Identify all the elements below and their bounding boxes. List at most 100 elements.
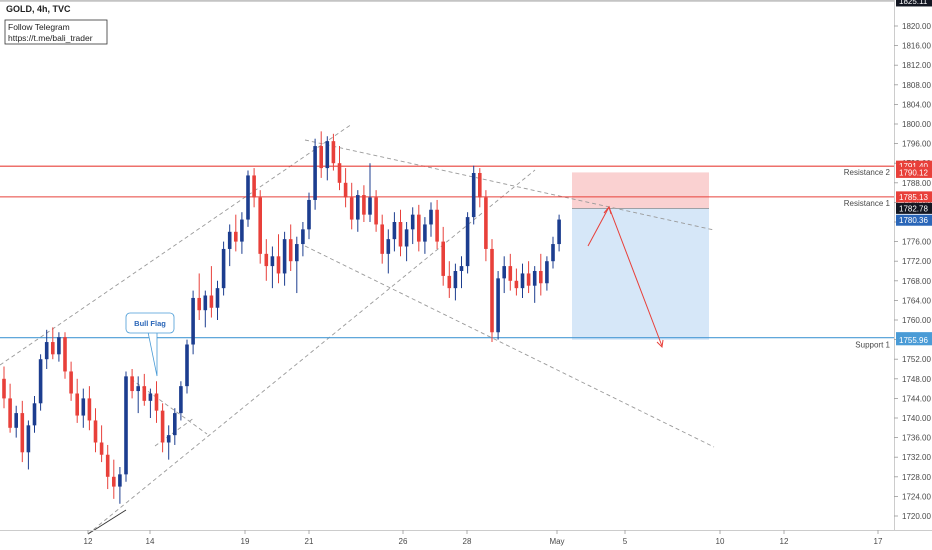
price-label-box bbox=[896, 166, 932, 178]
candle-body bbox=[38, 359, 43, 404]
x-tick-label: 12 bbox=[84, 537, 93, 546]
candle-body bbox=[484, 197, 488, 249]
price-label: 1785.13 bbox=[899, 193, 928, 202]
stop-loss-zone bbox=[572, 172, 709, 209]
candle-body bbox=[295, 244, 299, 262]
candles bbox=[2, 131, 561, 504]
x-tick-label: 17 bbox=[874, 537, 883, 546]
y-tick-label: 1748.00 bbox=[902, 375, 931, 384]
candle-body bbox=[118, 474, 122, 487]
candle-body bbox=[362, 195, 366, 215]
price-axis[interactable]: 1720.00 1724.00 1728.00 1732.00 1736.00 1740.… bbox=[894, 22, 931, 521]
candle-body bbox=[520, 273, 525, 289]
trend-line bbox=[304, 245, 715, 448]
candle-body bbox=[435, 209, 439, 242]
candle-body bbox=[319, 146, 323, 169]
candle-body bbox=[69, 371, 73, 394]
candle-body bbox=[532, 271, 537, 286]
candle-body bbox=[93, 420, 98, 443]
candle-body bbox=[417, 214, 421, 242]
candle-body bbox=[410, 214, 415, 230]
y-tick-label: 1776.00 bbox=[902, 238, 931, 247]
y-tick-label: 1760.00 bbox=[902, 316, 931, 325]
y-tick-label: 1724.00 bbox=[902, 492, 931, 501]
candle-body bbox=[234, 231, 238, 242]
candle-body bbox=[282, 239, 287, 274]
candle-body bbox=[87, 398, 92, 421]
price-label-box bbox=[896, 0, 932, 7]
price-label: 1755.96 bbox=[899, 336, 928, 345]
y-tick-label: 1804.00 bbox=[902, 100, 931, 109]
candle-body bbox=[130, 376, 134, 392]
candle-body bbox=[8, 398, 12, 428]
price-label: 1825.11 bbox=[899, 0, 928, 6]
x-tick-label: 14 bbox=[146, 537, 155, 546]
candle-body bbox=[508, 266, 513, 281]
candle-body bbox=[26, 425, 31, 453]
candle-body bbox=[545, 261, 549, 284]
candle-body bbox=[325, 141, 330, 169]
x-tick-label: May bbox=[549, 537, 564, 546]
x-tick-label: 19 bbox=[241, 537, 250, 546]
price-label: 1790.12 bbox=[899, 168, 928, 177]
y-tick-label: 1816.00 bbox=[902, 42, 931, 51]
trade-zones bbox=[572, 172, 709, 340]
candle-body bbox=[270, 256, 275, 267]
candle-body bbox=[557, 219, 561, 245]
candle-body bbox=[185, 344, 189, 387]
candle-body bbox=[453, 271, 458, 289]
y-tick-label: 1800.00 bbox=[902, 120, 931, 129]
candle-body bbox=[380, 224, 384, 254]
level-name: Support 1 bbox=[855, 341, 890, 350]
price-label: 1791.40 bbox=[899, 162, 928, 171]
x-tick-label: 21 bbox=[305, 537, 314, 546]
candle-body bbox=[124, 376, 128, 475]
y-tick-label: 1796.00 bbox=[902, 140, 931, 149]
candle-body bbox=[258, 197, 262, 254]
candle-body bbox=[215, 288, 220, 308]
candle-body bbox=[14, 413, 18, 428]
candle-body bbox=[264, 253, 269, 267]
candle-body bbox=[337, 163, 342, 183]
y-tick-label: 1768.00 bbox=[902, 277, 931, 286]
candle-body bbox=[374, 197, 378, 225]
x-tick-label: 12 bbox=[780, 537, 789, 546]
level-name: Resistance 2 bbox=[844, 168, 891, 177]
y-tick-label: 1772.00 bbox=[902, 257, 931, 266]
candle-body bbox=[227, 231, 232, 249]
y-tick-label: 1764.00 bbox=[902, 296, 931, 305]
candle-body bbox=[490, 248, 494, 333]
time-axis[interactable]: 12 14 19 21 26 28 May 5 10 12 17 bbox=[84, 530, 883, 546]
candle-body bbox=[356, 195, 360, 220]
candle-body bbox=[63, 337, 67, 372]
candle-body bbox=[496, 278, 500, 333]
y-tick-label: 1820.00 bbox=[902, 22, 931, 31]
candle-body bbox=[209, 295, 214, 308]
price-label-box bbox=[896, 191, 932, 203]
y-tick-label: 1808.00 bbox=[902, 81, 931, 90]
price-label: 1782.78 bbox=[899, 204, 928, 213]
y-tick-label: 1788.00 bbox=[902, 179, 931, 188]
candle-body bbox=[398, 222, 403, 247]
y-tick-label: 1728.00 bbox=[902, 473, 931, 482]
info-box-line2: https://t.me/bali_trader bbox=[8, 33, 93, 43]
candle-body bbox=[2, 378, 6, 399]
candle-body bbox=[240, 219, 244, 242]
x-tick-label: 10 bbox=[716, 537, 725, 546]
candle-body bbox=[386, 239, 391, 254]
price-label-box bbox=[896, 160, 932, 172]
candle-body bbox=[276, 256, 281, 274]
x-tick-label: 5 bbox=[623, 537, 628, 546]
candle-body bbox=[105, 454, 110, 477]
candle-body bbox=[148, 393, 153, 401]
candle-body bbox=[154, 393, 159, 411]
candle-body bbox=[539, 271, 543, 284]
bull-flag-callout bbox=[125, 312, 175, 334]
candle-body bbox=[81, 398, 86, 416]
candle-body bbox=[392, 222, 397, 240]
candle-body bbox=[221, 248, 226, 289]
candle-body bbox=[551, 244, 555, 262]
candle-body bbox=[331, 141, 336, 164]
